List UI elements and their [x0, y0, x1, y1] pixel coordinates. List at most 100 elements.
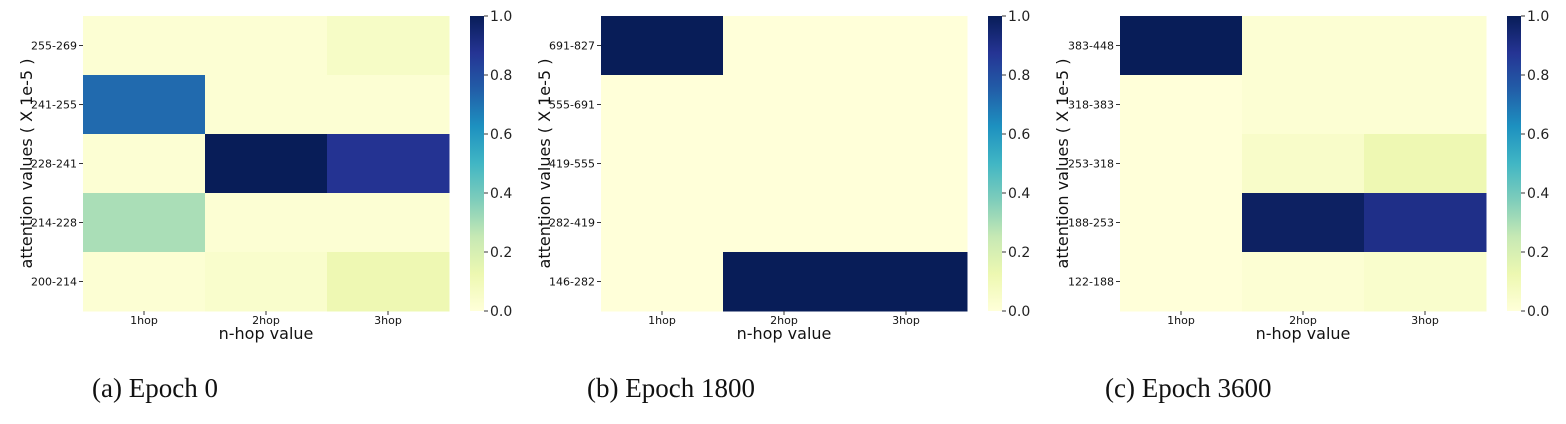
y-tick-label: 555-691: [549, 99, 595, 112]
panel-caption: (a) Epoch 0: [92, 373, 218, 403]
heatmap-cell: [327, 16, 450, 76]
heatmap-cell: [601, 16, 724, 76]
heatmap-cell: [205, 134, 328, 194]
heatmap-cell: [1120, 193, 1243, 253]
colorbar-tick-label: 0.0: [1527, 304, 1549, 320]
colorbar-tick-label: 1.0: [1527, 9, 1549, 25]
y-axis-label: attention values ( X 1e-5 ): [535, 59, 554, 269]
heatmap-cell: [83, 134, 206, 194]
colorbar-tick-label: 0.4: [1527, 186, 1549, 202]
heatmap-cell: [1242, 16, 1365, 76]
colorbar-tick-label: 0.4: [1008, 186, 1030, 202]
colorbar-tick-label: 0.2: [1527, 245, 1549, 261]
x-tick-label: 3hop: [892, 314, 920, 327]
x-tick-label: 3hop: [1411, 314, 1439, 327]
y-tick-label: 241-255: [31, 99, 77, 112]
x-axis-label: n-hop value: [737, 324, 832, 343]
y-tick-label: 146-282: [549, 276, 595, 289]
heatmap-panel-3: 383-448 318-383 253-318 188-253 122-188 1hop 2…: [1053, 9, 1549, 403]
heatmap-cell: [723, 252, 846, 312]
colorbar-tick-label: 0.2: [1008, 245, 1030, 261]
heatmap-cell: [1364, 134, 1487, 194]
heatmap-cell: [327, 252, 450, 312]
heatmap-panel-1: 255-269 241-255 228-241 214-228 200-214 1hop 2…: [17, 9, 512, 403]
x-tick-label: 1hop: [1167, 314, 1195, 327]
y-tick-label: 318-383: [1068, 99, 1114, 112]
colorbar-tick-label: 0.4: [490, 186, 512, 202]
y-axis-label: attention values ( X 1e-5 ): [17, 59, 36, 269]
colorbar-tick-label: 0.8: [1527, 68, 1549, 84]
heatmap-cell: [83, 16, 206, 76]
heatmap-cell: [723, 16, 846, 76]
colorbar: [1507, 16, 1521, 311]
x-axis-label: n-hop value: [1256, 324, 1351, 343]
y-axis-label: attention values ( X 1e-5 ): [1053, 59, 1072, 269]
heatmap-cell: [1242, 193, 1365, 253]
heatmap-cell: [327, 193, 450, 253]
y-tick-label: 188-253: [1068, 217, 1114, 230]
colorbar-tick-label: 0.0: [1008, 304, 1030, 320]
colorbar-tick-label: 0.0: [490, 304, 512, 320]
colorbar: [470, 16, 484, 311]
heatmap-cell: [205, 16, 328, 76]
heatmap-cell: [601, 252, 724, 312]
heatmap-panel-2: 691-827 555-691 419-555 282-419 146-282 1hop 2…: [535, 9, 1030, 403]
colorbar-tick-label: 0.6: [1008, 127, 1030, 143]
heatmap-cell: [83, 252, 206, 312]
x-tick-label: 2hop: [1289, 314, 1317, 327]
heatmap-cell: [601, 193, 724, 253]
heatmap-cell: [845, 252, 968, 312]
y-tick-label: 253-318: [1068, 158, 1114, 171]
heatmap-cell: [1120, 75, 1243, 135]
x-tick-label: 3hop: [374, 314, 402, 327]
heatmap-cell: [723, 134, 846, 194]
heatmap-cell: [1364, 75, 1487, 135]
heatmap-cell: [1364, 252, 1487, 312]
heatmap-cell: [1242, 75, 1365, 135]
x-tick-label: 1hop: [648, 314, 676, 327]
x-tick-label: 2hop: [770, 314, 798, 327]
heatmap-cell: [845, 134, 968, 194]
heatmap-cell: [83, 75, 206, 135]
heatmap-cell: [1364, 193, 1487, 253]
y-tick-label: 282-419: [549, 217, 595, 230]
heatmap-cell: [205, 252, 328, 312]
heatmap-cell: [1364, 16, 1487, 76]
heatmap-cell: [601, 75, 724, 135]
heatmap-cell: [327, 134, 450, 194]
heatmap-cell: [83, 193, 206, 253]
colorbar-tick-label: 1.0: [490, 9, 512, 25]
colorbar-tick-label: 1.0: [1008, 9, 1030, 25]
heatmap-cell: [205, 75, 328, 135]
colorbar-tick-label: 0.8: [1008, 68, 1030, 84]
panel-caption: (b) Epoch 1800: [587, 373, 755, 403]
y-tick-label: 214-228: [31, 217, 77, 230]
heatmap-cell: [1242, 134, 1365, 194]
heatmap-cell: [601, 134, 724, 194]
y-tick-label: 255-269: [31, 40, 77, 53]
panel-caption: (c) Epoch 3600: [1105, 373, 1271, 403]
heatmap-cell: [327, 75, 450, 135]
x-tick-label: 1hop: [130, 314, 158, 327]
y-tick-label: 200-214: [31, 276, 77, 289]
y-tick-label: 122-188: [1068, 276, 1114, 289]
heatmap-cell: [1242, 252, 1365, 312]
heatmap-cell: [723, 193, 846, 253]
heatmap-cell: [845, 75, 968, 135]
colorbar-tick-label: 0.2: [490, 245, 512, 261]
colorbar: [988, 16, 1002, 311]
y-tick-label: 383-448: [1068, 40, 1114, 53]
heatmap-cell: [845, 16, 968, 76]
colorbar-tick-label: 0.6: [1527, 127, 1549, 143]
heatmap-cell: [845, 193, 968, 253]
y-tick-label: 691-827: [549, 40, 595, 53]
y-tick-label: 228-241: [31, 158, 77, 171]
heatmap-cell: [723, 75, 846, 135]
heatmap-cell: [1120, 134, 1243, 194]
heatmap-cell: [1120, 16, 1243, 76]
colorbar-tick-label: 0.8: [490, 68, 512, 84]
heatmap-cell: [1120, 252, 1243, 312]
colorbar-tick-label: 0.6: [490, 127, 512, 143]
y-tick-label: 419-555: [549, 158, 595, 171]
